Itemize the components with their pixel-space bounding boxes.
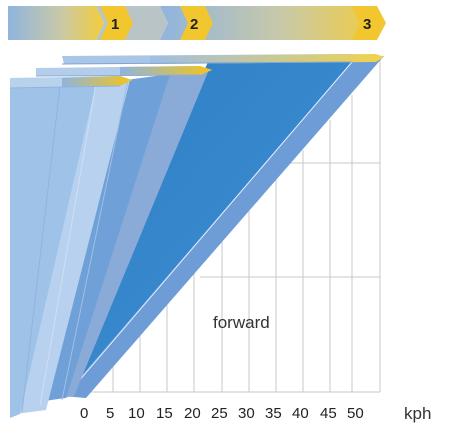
chevron-marker-3 [352, 6, 386, 40]
tick-label: 35 [265, 405, 282, 422]
tick-label: 50 [347, 405, 364, 422]
tick-label: 30 [238, 405, 255, 422]
wedge-divider [39, 83, 97, 407]
wedge-divider [61, 79, 129, 401]
forward-label: forward [213, 313, 270, 332]
step-label-1: 1 [111, 16, 119, 33]
wedge-divider [21, 85, 61, 413]
tick-label: 45 [320, 405, 337, 422]
step-band-segment [160, 6, 384, 40]
top-plate-edge [61, 61, 353, 65]
arrow-1 [62, 76, 132, 87]
tick-label: 20 [184, 405, 201, 422]
speed-grid [85, 60, 381, 393]
tick-label: 40 [292, 405, 309, 422]
tick-label: 25 [211, 405, 228, 422]
main-wedge-edge [65, 61, 353, 397]
chevron-marker-1 [100, 6, 133, 40]
arrow-2 [120, 66, 212, 76]
wedge-pale [16, 80, 130, 414]
tick-label: 10 [128, 405, 145, 422]
main-wedge [58, 62, 352, 396]
step-band-segment [8, 6, 104, 40]
chevron-marker-2 [180, 6, 213, 40]
top-plate-edge [9, 85, 121, 89]
top-arrows [9, 54, 384, 89]
arrow-3 [150, 54, 384, 64]
tick-label: 0 [80, 405, 88, 422]
speed-axis: 0 5 10 15 20 25 30 35 40 45 50 kph [80, 404, 431, 423]
unit-label: kph [404, 404, 431, 423]
gear-wedges [10, 56, 384, 418]
step-label-2: 2 [190, 16, 198, 33]
step-label-3: 3 [363, 16, 371, 33]
top-plate-edge [35, 74, 201, 77]
tick-label: 15 [156, 405, 173, 422]
tick-label: 5 [106, 405, 114, 422]
step-band: 1 2 3 [8, 6, 386, 40]
main-wedge-side-face [62, 56, 384, 398]
